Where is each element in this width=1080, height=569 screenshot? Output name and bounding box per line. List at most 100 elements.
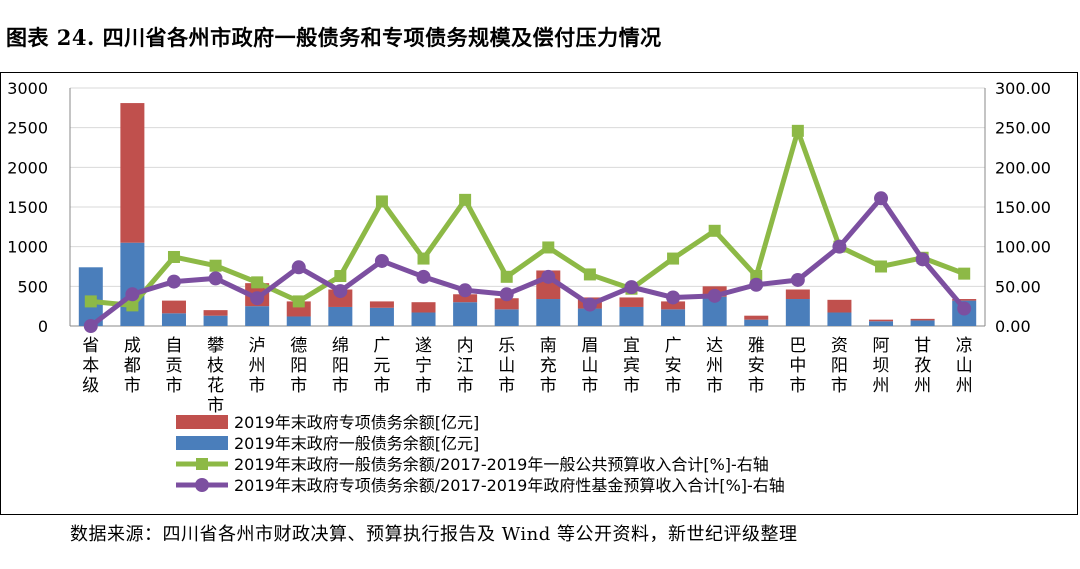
marker-special-ratio: [957, 301, 972, 316]
bar-general-debt: [869, 321, 894, 326]
marker-general-ratio: [167, 250, 180, 263]
marker-general-ratio: [375, 195, 388, 208]
source-note: 数据来源：四川省各州市财政决算、预算执行报告及 Wind 等公开资料，新世纪评级…: [70, 524, 798, 545]
right-tick-label: 300.00: [995, 79, 1051, 98]
marker-special-ratio: [458, 283, 473, 298]
bar-special-debt: [827, 299, 852, 313]
bar-general-debt: [661, 309, 686, 326]
category-label: 自贡市: [165, 336, 182, 396]
marker-general-ratio: [583, 268, 596, 281]
bar-special-debt: [411, 302, 436, 313]
left-tick-label: 1000: [7, 238, 48, 257]
right-tick-label: 100.00: [995, 238, 1051, 257]
legend-swatch: [176, 415, 228, 429]
bar-general-debt: [619, 306, 644, 326]
marker-special-ratio: [790, 272, 805, 287]
chart-container: 0 500 1000 1500 2000 2500 3000 0.00 50.00 100.00 1…: [0, 72, 1080, 516]
category-label: 泸州市: [249, 336, 266, 396]
category-label: 遂宁市: [415, 336, 432, 396]
left-tick-label: 500: [17, 277, 48, 296]
marker-general-ratio: [958, 267, 971, 280]
legend-label: 2019年末政府一般债务余额[亿元]: [234, 434, 479, 453]
bar-special-debt: [952, 299, 977, 301]
marker-special-ratio: [83, 319, 98, 333]
marker-special-ratio: [374, 253, 389, 268]
bar-special-debt: [661, 301, 686, 310]
line-general-ratio: [90, 128, 966, 308]
bar-general-debt: [286, 316, 311, 326]
marker-special-ratio: [250, 291, 265, 306]
bar-special-debt: [161, 300, 186, 314]
bar-general-debt: [203, 315, 228, 326]
marker-special-ratio: [125, 287, 140, 302]
marker-general-ratio: [292, 295, 305, 308]
marker-general-ratio: [459, 193, 472, 206]
left-tick-label: 0: [38, 317, 48, 336]
legend-label: 2019年末政府专项债务余额[亿元]: [234, 413, 479, 432]
marker-special-ratio: [874, 191, 889, 206]
legend-marker: [195, 478, 209, 492]
chart-svg: 0 500 1000 1500 2000 2500 3000 0.00 50.00 100.00 1…: [0, 72, 1078, 515]
bar-special-debt: [369, 301, 394, 308]
marker-general-ratio: [251, 276, 264, 289]
marker-general-ratio: [84, 295, 97, 308]
left-tick-label: 2000: [7, 158, 48, 177]
marker-general-ratio: [334, 270, 347, 283]
category-label: 广元市: [373, 336, 390, 396]
category-label: 内江市: [457, 336, 474, 396]
legend-swatch: [176, 436, 228, 450]
marker-special-ratio: [208, 271, 223, 286]
right-tick-label: 0.00: [995, 317, 1031, 336]
bar-general-debt: [536, 299, 561, 326]
bar-general-debt: [744, 319, 769, 326]
bar-general-debt: [328, 306, 353, 326]
category-label: 资阳市: [831, 336, 848, 396]
category-label: 攀枝花市: [207, 336, 224, 416]
marker-general-ratio: [500, 270, 513, 283]
category-label: 巴中市: [789, 336, 806, 396]
bar-general-debt: [369, 307, 394, 326]
figure-title: 图表 24. 四川省各州市政府一般债务和专项债务规模及偿付压力情况: [6, 25, 662, 50]
marker-special-ratio: [416, 269, 431, 284]
right-tick-label: 50.00: [995, 277, 1041, 296]
category-label: 乐山市: [498, 336, 515, 396]
marker-special-ratio: [624, 280, 639, 295]
bar-general-debt: [245, 306, 270, 326]
bar-general-debt: [453, 302, 478, 326]
marker-special-ratio: [333, 284, 348, 299]
left-tick-label: 2500: [7, 119, 48, 138]
category-label: 阿坝州: [873, 336, 890, 396]
left-tick-label: 3000: [7, 79, 48, 98]
marker-special-ratio: [666, 290, 681, 305]
marker-special-ratio: [915, 252, 930, 267]
category-label: 达州市: [706, 336, 723, 396]
bar-special-debt: [869, 319, 894, 322]
bar-special-debt: [910, 318, 935, 321]
bar-general-debt: [577, 308, 602, 326]
marker-general-ratio: [417, 252, 430, 265]
bar-general-debt: [494, 309, 519, 326]
marker-special-ratio: [749, 277, 764, 292]
bar-general-debt: [120, 242, 145, 326]
category-label: 省本级: [82, 336, 99, 396]
category-label: 成都市: [124, 336, 141, 396]
marker-general-ratio: [791, 124, 804, 137]
right-tick-label: 150.00: [995, 198, 1051, 217]
marker-general-ratio: [209, 259, 222, 272]
category-label: 甘孜州: [914, 336, 931, 396]
right-tick-label: 200.00: [995, 158, 1051, 177]
marker-general-ratio: [875, 260, 888, 273]
bar-special-debt: [120, 103, 145, 243]
category-label: 德阳市: [290, 336, 307, 396]
category-label: 凉山州: [956, 336, 973, 396]
category-label: 广安市: [665, 336, 682, 396]
bar-special-debt: [453, 294, 478, 303]
category-label: 南充市: [540, 336, 557, 396]
marker-general-ratio: [126, 299, 139, 312]
category-label: 宜宾市: [623, 336, 640, 396]
bar-general-debt: [827, 312, 852, 326]
marker-special-ratio: [166, 274, 181, 289]
chart-border: [0, 72, 1078, 515]
marker-general-ratio: [708, 224, 721, 237]
bar-special-debt: [494, 298, 519, 310]
